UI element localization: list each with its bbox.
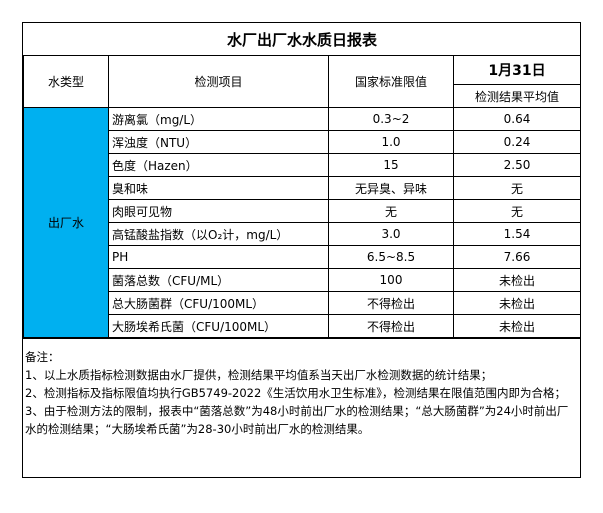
- report-table: 水厂出厂水水质日报表 水类型 检测项目 国家标准限值 1月31日 检测结果平均值…: [23, 23, 582, 338]
- table-row: 出厂水 游离氯（mg/L） 0.3~2 0.64: [23, 107, 582, 338]
- notes: 备注： 1、以上水质指标检测数据由水厂提供，检测结果平均值系当天出厂水检测数据的…: [23, 338, 580, 477]
- item-cell: 高锰酸盐指数（以O₂计，mg/L）: [108, 222, 329, 246]
- result-cell: 未检出: [452, 314, 582, 338]
- item-cell: 臭和味: [108, 176, 329, 200]
- notes-heading: 备注：: [25, 350, 60, 364]
- item-cell: 浑浊度（NTU）: [108, 130, 329, 154]
- header-limit: 国家标准限值: [328, 55, 454, 108]
- limit-cell: 0.3~2: [328, 107, 454, 131]
- table-row: 总大肠菌群（CFU/100ML） 不得检出 未检出: [24, 291, 582, 315]
- table-row: 肉眼可见物无无: [24, 199, 582, 223]
- item-cell: 总大肠菌群（CFU/100ML）: [108, 291, 329, 315]
- water-type-cell: 出厂水: [23, 107, 109, 338]
- limit-cell: 无: [328, 199, 454, 223]
- table-row: PH 6.5~8.5 7.66: [24, 245, 582, 269]
- item-cell: 菌落总数（CFU/ML）: [108, 268, 329, 292]
- result-cell: 无: [452, 199, 582, 223]
- result-cell: 2.50: [452, 153, 582, 177]
- result-cell: 未检出: [452, 291, 582, 315]
- result-cell: 无: [452, 176, 582, 200]
- limit-cell: 15: [328, 153, 454, 177]
- table-row: 大肠埃希氏菌（CFU/100ML） 不得检出 未检出: [24, 314, 582, 338]
- table-row: 色度（Hazen） 15 2.50: [24, 153, 582, 177]
- result-cell: 0.64: [452, 107, 582, 131]
- limit-cell: 不得检出: [328, 314, 454, 338]
- limit-cell: 3.0: [328, 222, 454, 246]
- item-cell: 肉眼可见物: [108, 199, 329, 223]
- water-quality-report: 水厂出厂水水质日报表 水类型 检测项目 国家标准限值 1月31日 检测结果平均值…: [22, 22, 582, 478]
- header-water-type: 水类型: [23, 55, 109, 108]
- table-row: 浑浊度（NTU） 1.0 0.24: [24, 130, 582, 154]
- item-cell: 游离氯（mg/L）: [108, 107, 329, 131]
- result-cell: 未检出: [452, 268, 582, 292]
- note-line: 1、以上水质指标检测数据由水厂提供，检测结果平均值系当天出厂水检测数据的统计结果…: [25, 368, 493, 382]
- result-cell: 1.54: [452, 222, 582, 246]
- header-result: 检测结果平均值: [452, 84, 582, 108]
- limit-cell: 100: [328, 268, 454, 292]
- table-row: 菌落总数（CFU/ML） 100 未检出: [24, 268, 582, 292]
- table-row: 高锰酸盐指数（以O₂计，mg/L） 3.0 1.54: [24, 222, 582, 246]
- item-cell: 大肠埃希氏菌（CFU/100ML）: [108, 314, 329, 338]
- table-row: 臭和味 无异臭、异味无: [24, 176, 582, 200]
- note-line: 2、检测指标及指标限值均执行GB5749-2022《生活饮用水卫生标准》，检测结…: [25, 386, 567, 400]
- note-line: 3、由于检测方法的限制，报表中“菌落总数”为48小时前出厂水的检测结果；“总大肠…: [25, 404, 569, 436]
- item-cell: 色度（Hazen）: [108, 153, 329, 177]
- limit-cell: 6.5~8.5: [328, 245, 454, 269]
- result-cell: 0.24: [452, 130, 582, 154]
- header-date: 1月31日: [452, 55, 582, 85]
- item-cell: PH: [108, 245, 329, 269]
- result-cell: 7.66: [452, 245, 582, 269]
- header-item: 检测项目: [108, 55, 329, 108]
- limit-cell: 无异臭、异味: [328, 176, 454, 200]
- limit-cell: 1.0: [328, 130, 454, 154]
- limit-cell: 不得检出: [328, 291, 454, 315]
- report-title: 水厂出厂水水质日报表: [23, 23, 581, 56]
